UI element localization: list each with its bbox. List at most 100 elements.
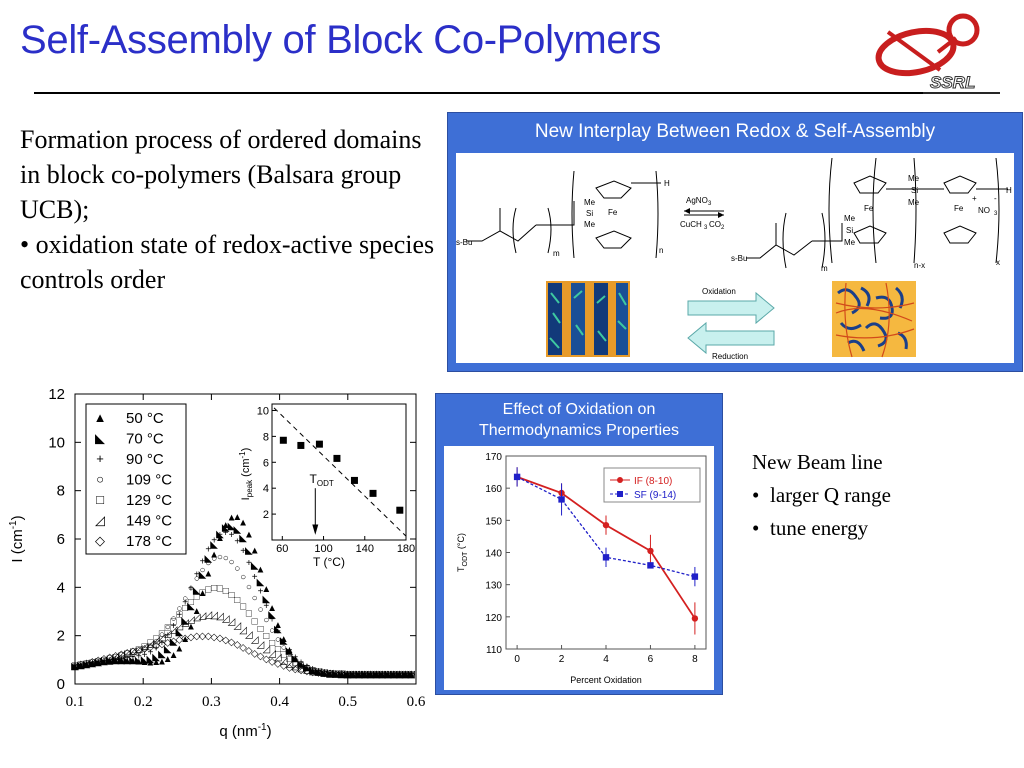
data-point: ○ [101,656,107,667]
data-point: ◿ [245,630,253,641]
ox-y-tick-label: 160 [485,484,502,495]
data-point: ▲ [285,645,295,656]
ox-data-point [513,473,521,481]
data-point: ◿ [94,655,102,666]
inset-todt-arrowhead [312,524,319,535]
data-point: ◿ [170,625,178,636]
data-point: ◿ [274,652,282,663]
data-point: ○ [344,669,350,680]
inset-y-tick-label: 4 [263,483,269,495]
disordered-morphology-image [832,281,916,358]
data-point: □ [153,633,159,644]
data-point: ○ [339,669,345,680]
data-point: + [130,653,136,664]
data-point: ◇ [187,632,195,643]
data-point: ◇ [94,655,102,666]
ox-y-tick-label: 130 [485,581,502,592]
data-point: ○ [373,669,379,680]
data-point: + [321,667,327,678]
data-point: ◇ [309,667,317,678]
data-point: + [316,666,322,677]
data-point: + [229,530,235,541]
data-point: ◇ [239,642,247,653]
redox-panel: New Interplay Between Redox & Self-Assem… [447,112,1023,372]
data-point: ◇ [344,669,352,680]
data-point: ◿ [77,659,85,670]
data-point: + [188,584,194,595]
data-point: ▲ [325,669,335,680]
data-point: ◇ [77,659,85,670]
inset-data-point [369,489,377,497]
data-point: ▲ [360,669,370,680]
data-point: ○ [385,669,391,680]
data-point: ◣ [297,658,305,669]
data-point: ○ [368,669,374,680]
data-point: + [182,597,188,608]
data-point: ◣ [228,521,236,532]
data-point: ◣ [338,669,346,680]
data-point: ○ [217,552,223,563]
data-point: ◣ [286,645,294,656]
data-point: ◇ [129,646,137,657]
right-m: m [821,264,828,273]
data-point: ◣ [407,669,415,680]
data-point: ▲ [116,655,126,666]
data-point: ○ [397,669,403,680]
data-point: ◣ [94,657,102,668]
data-point: + [310,664,316,675]
data-point: ◣ [89,658,97,669]
data-point: ▲ [343,669,353,680]
data-point: ◣ [257,577,265,588]
data-point: ◇ [326,668,334,679]
data-point: ▲ [377,669,387,680]
data-point: + [397,669,403,680]
data-point: ▲ [354,669,364,680]
ox-x-tick-label: 6 [648,654,654,665]
data-point: ◿ [112,651,120,662]
data-point: ◿ [332,668,340,679]
notes-bullet: • tune energy [752,516,869,540]
data-point: ▲ [261,584,271,595]
data-point: ▲ [122,655,132,666]
data-point: □ [200,587,206,598]
data-point: ◇ [286,662,294,673]
right-no3: NO [978,206,990,215]
ox-y-tick-label: 170 [485,452,502,463]
data-point: ○ [298,658,304,669]
data-point: ◣ [210,540,218,551]
data-point: + [78,660,84,671]
data-point: + [142,650,148,661]
data-point: ◇ [175,634,183,645]
data-point: □ [130,647,136,658]
data-point: + [333,668,339,679]
data-point: ◣ [135,655,143,666]
data-point: ▲ [82,659,92,670]
data-point: + [385,669,391,680]
data-point: □ [373,669,379,680]
data-point: ◿ [100,654,108,665]
data-point: ◣ [71,661,79,672]
data-point: + [269,615,275,626]
data-point: ◿ [175,621,183,632]
legend-marker: □ [96,492,104,507]
oxidation-panel-body: 0 2 4 6 8 110 120 130 140 150 160 170 Percent Oxidat… [444,446,714,690]
data-point: □ [339,669,345,680]
data-point: ◇ [170,636,178,647]
data-point: ◣ [320,668,328,679]
data-point: □ [269,638,275,649]
data-point: ○ [391,669,397,680]
data-point: ◿ [320,667,328,678]
inset-y-tick-label: 8 [263,431,269,443]
data-point: ○ [269,625,275,636]
data-point: ◣ [245,545,253,556]
data-point: □ [118,650,124,661]
data-point: □ [310,665,316,676]
data-point: □ [391,669,397,680]
x-tick-label: 0.4 [270,694,289,710]
data-point: ◣ [315,667,323,678]
data-point: ○ [327,668,333,679]
inset-data-point [333,454,341,462]
data-point: + [153,643,159,654]
data-point: ○ [408,669,414,680]
data-point: ▲ [93,657,103,668]
